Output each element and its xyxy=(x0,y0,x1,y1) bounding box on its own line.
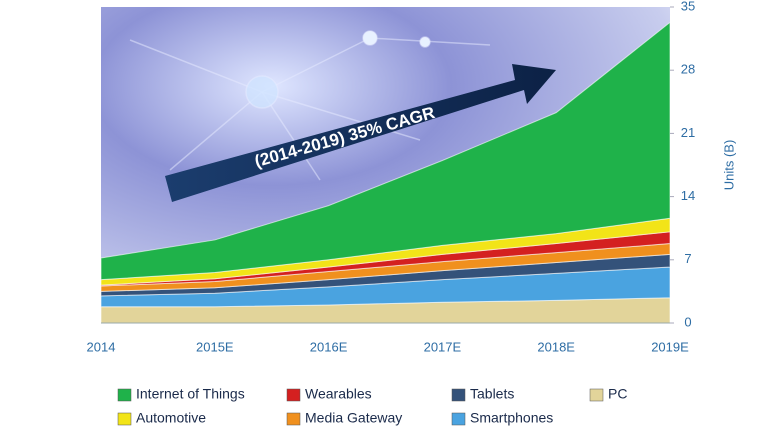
legend-swatch xyxy=(286,388,301,402)
legend-label: Automotive xyxy=(136,410,206,426)
legend-swatch xyxy=(589,388,604,402)
x-tick-label: 2015E xyxy=(196,339,234,354)
legend-swatch xyxy=(117,412,132,426)
x-tick-label: 2017E xyxy=(424,339,462,354)
y-tick-label: 21 xyxy=(681,125,695,140)
legend-swatch xyxy=(117,388,132,402)
y-axis-label: Units (B) xyxy=(721,140,736,191)
area xyxy=(100,21,671,281)
legend-label: Smartphones xyxy=(470,410,553,426)
y-tick-label: 7 xyxy=(684,251,691,266)
x-tick-label: 2019E xyxy=(651,339,689,354)
y-tick-label: 35 xyxy=(681,0,695,13)
x-tick-label: 2014 xyxy=(87,339,116,354)
legend-label: Media Gateway xyxy=(305,410,402,426)
legend-label: PC xyxy=(608,386,627,402)
legend-swatch xyxy=(451,388,466,402)
legend-label: Tablets xyxy=(470,386,514,402)
legend-swatch xyxy=(286,412,301,426)
legend-label: Wearables xyxy=(305,386,372,402)
y-tick-label: 14 xyxy=(681,188,695,203)
x-tick-label: 2018E xyxy=(537,339,575,354)
legend-label: Internet of Things xyxy=(136,386,245,402)
y-tick-label: 0 xyxy=(684,314,691,329)
legend-swatch xyxy=(451,412,466,426)
y-tick-label: 28 xyxy=(681,62,695,77)
arrow-shape xyxy=(165,64,556,202)
network-decoration xyxy=(129,30,491,181)
x-tick-label: 2016E xyxy=(310,339,348,354)
